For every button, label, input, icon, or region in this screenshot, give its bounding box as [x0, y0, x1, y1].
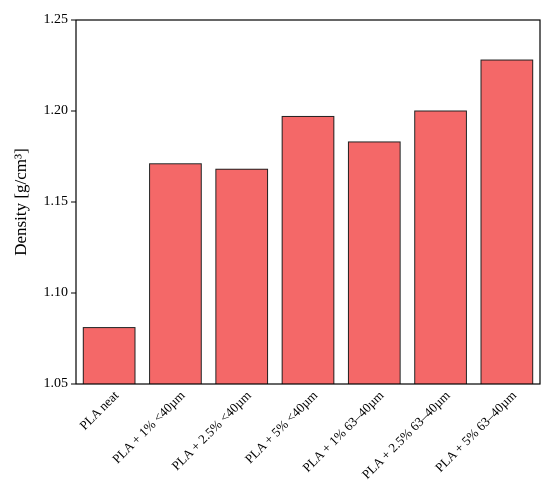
bar: [215, 168, 269, 385]
bar: [149, 163, 202, 385]
y-tick-label: 1.05: [44, 376, 69, 391]
bar: [281, 115, 335, 385]
plot-frame: [75, 19, 541, 385]
bar: [414, 110, 467, 385]
x-tick-label: PLA neat: [76, 387, 121, 432]
y-tick-label: 1.20: [44, 103, 69, 118]
y-tick-label: 1.10: [44, 285, 69, 300]
bar: [480, 59, 534, 385]
y-tick-label: 1.25: [44, 12, 69, 27]
y-tick-label: 1.15: [44, 194, 69, 209]
bar: [347, 141, 401, 385]
bar: [82, 327, 136, 385]
y-axis-title: Density [g/cm³]: [11, 148, 30, 256]
